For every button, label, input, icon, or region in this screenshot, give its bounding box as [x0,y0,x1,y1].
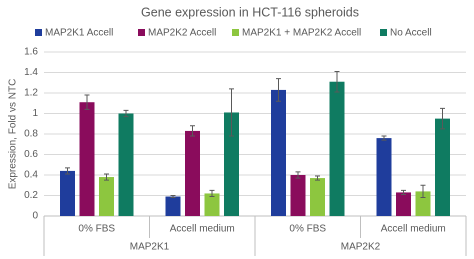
error-bar [295,171,301,179]
y-tick-label: 0.4 [24,170,38,181]
x-group-label: MAP2K2 [341,242,381,253]
y-tick-label: 0 [32,211,38,222]
legend-swatch [138,29,145,36]
bar [60,170,75,216]
error-bar [401,189,406,195]
legend-swatch [35,29,42,36]
chart-title: Gene expression in HCT-116 spheroids [141,5,359,19]
x-tick-label: 0% FBS [78,224,115,235]
y-tick-label: 0.6 [24,149,38,160]
legend-label: No Accell [390,28,432,39]
bar [376,138,392,216]
y-tick-label: 1.2 [24,88,38,99]
bar [79,102,95,216]
error-bar [229,88,234,137]
bar [290,175,306,216]
legend-label: MAP2K1 Accell [45,28,113,39]
y-tick-label: 1.6 [24,47,38,58]
x-tick-label: Accell medium [381,224,446,235]
bar [224,112,239,216]
legend-label: MAP2K1 + MAP2K2 Accell [242,28,361,39]
error-bar [440,107,445,130]
x-tick-label: 0% FBS [289,224,326,235]
error-bar [84,94,90,110]
error-bar [104,173,109,181]
bar [99,177,114,216]
bar [396,192,411,216]
bar [415,191,431,216]
error-bar [65,167,70,175]
bar [329,81,345,216]
error-bar [334,70,340,93]
error-bar [190,125,195,137]
bar [271,89,286,216]
bar [435,118,450,216]
bar [310,178,325,216]
y-tick-label: 0.8 [24,129,38,140]
error-bar [170,195,176,199]
error-bar [209,189,215,198]
y-tick-label: 0.2 [24,190,38,201]
bar [118,113,134,216]
error-bar [123,109,129,118]
error-bar [276,78,281,102]
x-group-label: MAP2K1 [130,242,170,253]
bar [185,130,200,216]
error-bar [315,175,320,181]
bar [204,193,220,216]
error-bar [420,184,426,199]
y-tick-label: 1.4 [24,67,38,78]
error-bar [381,135,387,141]
bar [165,196,181,216]
x-tick-label: Accell medium [170,224,235,235]
y-tick-label: 1 [32,108,38,119]
legend-swatch [380,29,387,36]
y-axis-label: Expression, Fold vs NTC [8,79,19,190]
legend-label: MAP2K2 Accell [148,28,216,39]
legend-swatch [232,29,239,36]
